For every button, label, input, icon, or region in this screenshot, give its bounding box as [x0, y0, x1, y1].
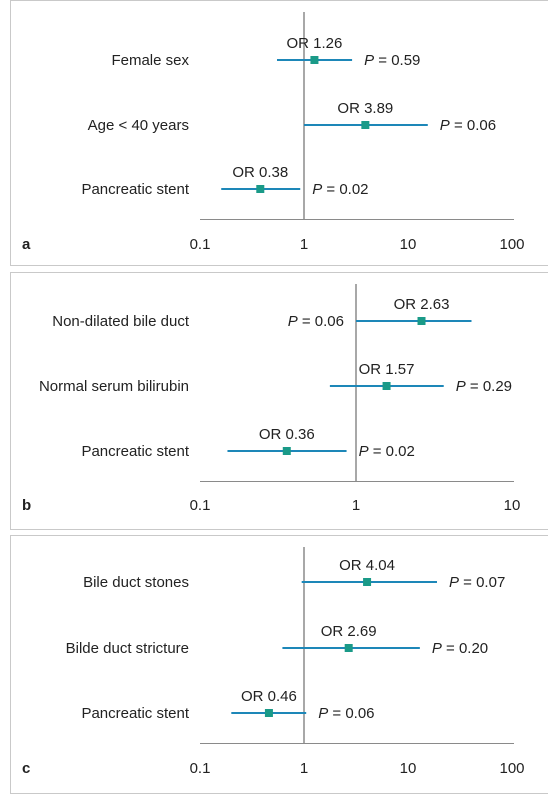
- tick-label: 0.1: [190, 760, 211, 777]
- panel-label: b: [22, 497, 31, 514]
- p-value: = 0.29: [466, 378, 512, 395]
- odds-ratio-label: OR 1.26: [287, 35, 343, 52]
- p-value-label: P = 0.07: [449, 574, 505, 591]
- odds-ratio-label: OR 2.63: [394, 296, 450, 313]
- p-symbol: P: [312, 181, 322, 198]
- tick-label: 100: [499, 760, 524, 777]
- tick-label: 0.1: [190, 497, 211, 514]
- p-value-label: P = 0.06: [288, 313, 344, 330]
- odds-ratio-label: OR 1.57: [359, 361, 415, 378]
- p-value-label: P = 0.06: [318, 705, 374, 722]
- odds-ratio-label: OR 0.38: [232, 164, 288, 181]
- p-symbol: P: [318, 705, 328, 722]
- p-value: = 0.06: [328, 705, 374, 722]
- p-symbol: P: [456, 378, 466, 395]
- odds-ratio-point: [264, 709, 273, 717]
- p-symbol: P: [432, 640, 442, 657]
- p-symbol: P: [440, 117, 450, 134]
- odds-ratio-point: [382, 382, 391, 390]
- odds-ratio-point: [363, 578, 372, 586]
- p-value: = 0.06: [298, 313, 344, 330]
- row-label: Pancreatic stent: [81, 181, 189, 198]
- tick-label: 10: [400, 236, 417, 253]
- odds-ratio-label: OR 3.89: [337, 100, 393, 117]
- p-value: = 0.59: [374, 52, 420, 69]
- odds-ratio-point: [282, 447, 291, 455]
- panel-label: c: [22, 760, 30, 777]
- p-value-label: P = 0.59: [364, 52, 420, 69]
- p-value: = 0.02: [322, 181, 368, 198]
- odds-ratio-point: [417, 317, 426, 325]
- tick-label: 1: [352, 497, 360, 514]
- odds-ratio-point: [344, 644, 353, 652]
- odds-ratio-label: OR 0.46: [241, 688, 297, 705]
- row-label: Age < 40 years: [88, 117, 189, 134]
- p-value: = 0.07: [459, 574, 505, 591]
- tick-label: 100: [499, 236, 524, 253]
- odds-ratio-point: [361, 121, 370, 129]
- tick-label: 10: [400, 760, 417, 777]
- odds-ratio-label: OR 4.04: [339, 557, 395, 574]
- row-label: Pancreatic stent: [81, 443, 189, 460]
- p-value: = 0.02: [369, 443, 415, 460]
- row-label: Female sex: [111, 52, 189, 69]
- p-value: = 0.06: [450, 117, 496, 134]
- tick-label: 10: [504, 497, 521, 514]
- tick-label: 0.1: [190, 236, 211, 253]
- p-symbol: P: [359, 443, 369, 460]
- p-value-label: P = 0.02: [312, 181, 368, 198]
- row-label: Pancreatic stent: [81, 705, 189, 722]
- p-value-label: P = 0.20: [432, 640, 488, 657]
- row-label: Normal serum bilirubin: [39, 378, 189, 395]
- p-value: = 0.20: [442, 640, 488, 657]
- p-symbol: P: [364, 52, 374, 69]
- odds-ratio-label: OR 0.36: [259, 426, 315, 443]
- row-label: Bile duct stones: [83, 574, 189, 591]
- p-value-label: P = 0.02: [359, 443, 415, 460]
- odds-ratio-label: OR 2.69: [321, 623, 377, 640]
- odds-ratio-point: [256, 185, 265, 193]
- p-symbol: P: [288, 313, 298, 330]
- panel-label: a: [22, 236, 31, 253]
- p-value-label: P = 0.06: [440, 117, 496, 134]
- row-label: Bilde duct stricture: [66, 640, 189, 657]
- row-label: Non-dilated bile duct: [52, 313, 190, 330]
- p-symbol: P: [449, 574, 459, 591]
- p-value-label: P = 0.29: [456, 378, 512, 395]
- tick-label: 1: [300, 236, 308, 253]
- odds-ratio-point: [310, 56, 319, 64]
- tick-label: 1: [300, 760, 308, 777]
